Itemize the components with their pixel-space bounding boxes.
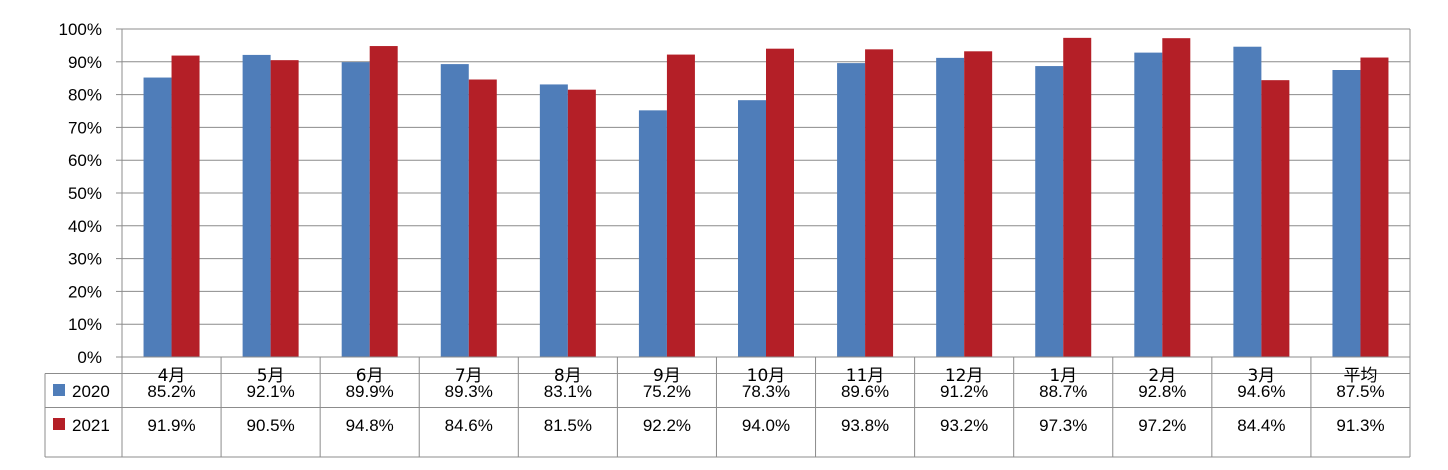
data-label: 88.7% [1039,382,1087,401]
bar-2021-2月 [1162,38,1191,358]
data-label: 78.3% [742,382,790,401]
data-label: 94.6% [1237,382,1285,401]
bar-2021-平均 [1360,57,1389,357]
data-label: 87.5% [1336,382,1384,401]
category-label: 11月 [846,366,885,386]
bar-2021-11月 [865,49,894,357]
bar-2021-12月 [964,51,993,357]
y-tick-label: 50% [68,184,102,203]
bar-2020-9月 [638,110,667,358]
y-tick-label: 70% [68,118,102,137]
category-label: 1月 [1049,366,1077,386]
y-tick-label: 40% [68,217,102,236]
bar-2020-5月 [242,54,271,358]
category-label: 平均 [1343,366,1377,386]
data-label: 89.3% [445,382,493,401]
bar-2020-3月 [1233,46,1262,357]
data-label: 93.8% [841,416,889,435]
bar-2021-6月 [369,46,398,357]
data-label: 84.6% [445,416,493,435]
data-label: 91.2% [940,382,988,401]
data-label: 85.2% [147,382,195,401]
bar-2021-1月 [1063,37,1092,358]
bar-2021-7月 [468,79,497,358]
data-table: 4月 5月 6月 7月 8月 9月 10月 11月 12月 1月 2月 3月 平均 2020 85.2% 92… [44,356,1410,458]
bar-2021-4月 [171,55,200,358]
data-label: 91.9% [147,416,195,435]
y-tick-label: 90% [68,53,102,72]
category-label: 9月 [653,366,681,386]
bar-2021-5月 [270,60,299,357]
bar-2020-8月 [539,84,568,357]
bar-2020-2月 [1134,52,1163,358]
data-label: 93.2% [940,416,988,435]
data-label: 89.6% [841,382,889,401]
bar-2020-10月 [738,100,766,358]
y-tick-label: 20% [68,282,102,301]
bar-2020-4月 [143,77,172,357]
category-label: 6月 [356,366,384,386]
data-label: 97.2% [1138,416,1186,435]
category-label: 2月 [1148,366,1176,386]
y-axis: 0% 10% 20% 30% 40% 50% 60% 70% 80% 90% 100% [59,20,1411,457]
bar-2020-平均 [1332,70,1361,357]
data-label: 94.8% [346,416,394,435]
bar-2020-6月 [341,62,370,358]
data-label: 92.8% [1138,382,1186,401]
category-label: 12月 [945,366,984,386]
data-label: 90.5% [247,416,295,435]
bar-2020-12月 [936,57,965,357]
bar-2020-7月 [440,64,469,357]
bars [143,37,1389,358]
y-tick-label: 0% [77,348,102,367]
data-label: 75.2% [643,382,691,401]
data-label: 97.3% [1039,416,1087,435]
category-label: 3月 [1247,366,1275,386]
category-label: 8月 [554,366,582,386]
bar-2020-11月 [837,63,866,357]
legend-label-2020: 2020 [72,382,110,401]
y-tick-label: 30% [68,250,102,269]
data-label: 92.1% [247,382,295,401]
legend-swatch-2020 [53,384,65,396]
category-label: 5月 [257,366,285,386]
bar-2021-10月 [766,48,794,358]
y-tick-label: 60% [68,151,102,170]
bar-2020-1月 [1035,66,1064,358]
data-label: 84.4% [1237,416,1285,435]
y-tick-label: 100% [59,20,102,39]
data-label: 81.5% [544,416,592,435]
data-label: 89.9% [346,382,394,401]
bar-2021-8月 [567,89,596,358]
data-label: 92.2% [643,416,691,435]
y-tick-label: 10% [68,315,102,334]
bar-2021-3月 [1261,80,1290,357]
legend-swatch-2021 [53,418,65,430]
data-label: 83.1% [544,382,592,401]
legend-label-2021: 2021 [72,416,110,435]
category-label: 4月 [158,366,186,386]
data-label: 91.3% [1336,416,1384,435]
bar-2021-9月 [666,54,695,358]
data-label: 94.0% [742,416,790,435]
category-label: 7月 [455,366,483,386]
y-tick-label: 80% [68,86,102,105]
category-label: 10月 [747,366,786,386]
